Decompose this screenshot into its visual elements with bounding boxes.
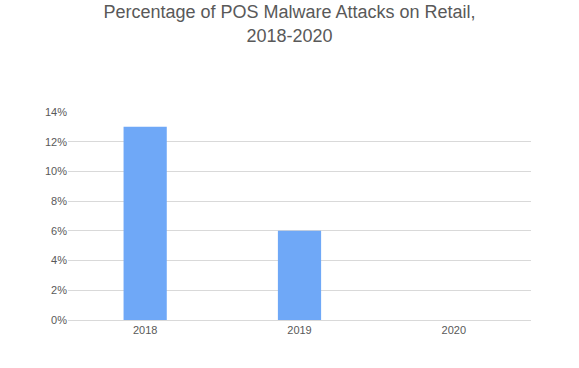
svg-text:6%: 6%	[51, 225, 67, 237]
svg-text:8%: 8%	[51, 195, 67, 207]
svg-text:2019: 2019	[287, 324, 311, 336]
svg-text:10%: 10%	[45, 165, 67, 177]
svg-text:2%: 2%	[51, 284, 67, 296]
svg-text:Percentage of POS Malware Atta: Percentage of POS Malware Attacks on Ret…	[103, 2, 475, 45]
svg-text:4%: 4%	[51, 254, 67, 266]
svg-text:2020: 2020	[442, 324, 466, 336]
svg-text:14%: 14%	[45, 106, 67, 118]
svg-text:0%: 0%	[51, 314, 67, 326]
svg-text:12%: 12%	[45, 136, 67, 148]
svg-text:2018: 2018	[133, 324, 157, 336]
